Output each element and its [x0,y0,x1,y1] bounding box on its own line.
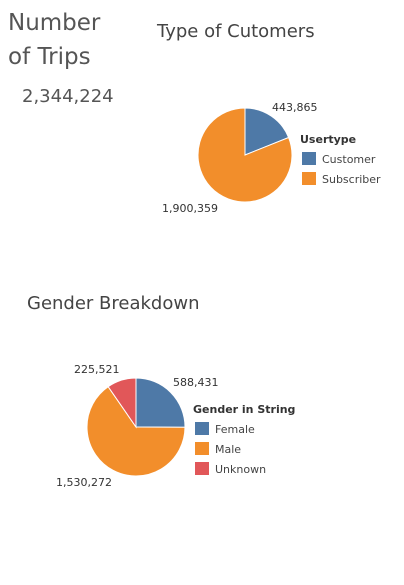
slice-value-label-unknown: 225,521 [74,363,120,376]
legend-entry-male: Male [215,443,241,456]
slice-value-label-female: 588,431 [173,376,219,389]
legend-entry-female: Female [215,423,255,436]
legend-swatch-unknown [195,462,209,475]
legend-title: Usertype [300,133,356,146]
slice-value-label-customer: 443,865 [272,101,318,114]
slice-value-label-subscriber: 1,900,359 [162,202,218,215]
legend-entry-subscriber: Subscriber [322,173,381,186]
legend-entry-customer: Customer [322,153,376,166]
legend-swatch-male [195,442,209,455]
legend-swatch-customer [302,152,316,165]
slice-value-label-male: 1,530,272 [56,476,112,489]
legend-title: Gender in String [193,403,295,416]
legend-swatch-subscriber [302,172,316,185]
legend-entry-unknown: Unknown [215,463,266,476]
legend-swatch-female [195,422,209,435]
